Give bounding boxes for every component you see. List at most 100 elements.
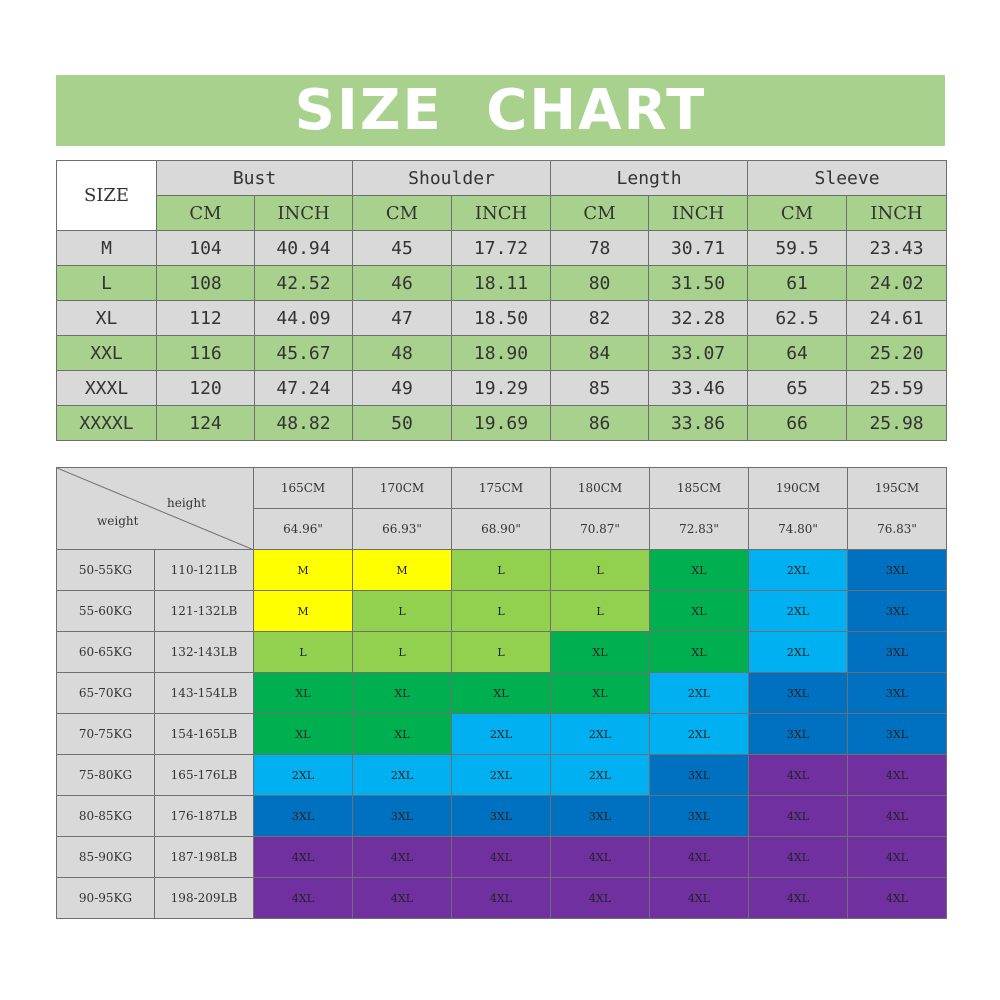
measurement-value: 25.98	[846, 405, 948, 441]
measurement-value: 33.07	[648, 335, 749, 371]
measurement-value: 18.11	[451, 265, 552, 301]
recommended-size-cell: XL	[649, 549, 749, 591]
unit-header: CM	[352, 195, 453, 231]
measurement-value: 47.24	[253, 370, 354, 406]
unit-header: CM	[550, 195, 650, 231]
recommended-size-cell: L	[451, 549, 551, 591]
length-header: Length	[550, 160, 749, 196]
recommended-size-cell: L	[550, 590, 650, 632]
weight-row: 50-55KG 110-121LB M M L L XL 2XL 3XL	[56, 549, 947, 591]
sleeve-header: Sleeve	[747, 160, 948, 196]
recommended-size-cell: 4XL	[451, 877, 551, 919]
weight-row: 85-90KG 187-198LB 4XL 4XL 4XL 4XL 4XL 4XL 4XL	[56, 836, 947, 878]
weight-row: 55-60KG 121-132LB M L L L XL 2XL 3XL	[56, 590, 947, 632]
weight-lb: 121-132LB	[154, 590, 254, 632]
height-cm-header: 180CM	[550, 467, 650, 509]
recommended-size-cell: 4XL	[352, 836, 452, 878]
unit-header: INCH	[648, 195, 749, 231]
unit-header-row: CM INCH CM INCH CM INCH CM INCH	[57, 195, 948, 231]
measurement-value: 24.02	[846, 265, 948, 301]
recommended-size-cell: XL	[649, 631, 749, 673]
height-cm-header: 190CM	[748, 467, 848, 509]
size-label: XXXXL	[56, 405, 157, 441]
measurement-table: SIZE Bust Shoulder Length Sleeve CM INCH…	[56, 160, 948, 441]
measurement-value: 40.94	[253, 230, 354, 266]
recommended-size-cell: 4XL	[253, 836, 353, 878]
unit-header: INCH	[451, 195, 552, 231]
measurement-value: 33.46	[648, 370, 749, 406]
weight-row: 90-95KG 198-209LB 4XL 4XL 4XL 4XL 4XL 4XL 4XL	[56, 877, 947, 919]
recommended-size-cell: 3XL	[550, 795, 650, 837]
weight-lb: 198-209LB	[154, 877, 254, 919]
recommended-size-cell: 3XL	[451, 795, 551, 837]
measurement-value: 82	[550, 300, 650, 336]
measurement-value: 80	[550, 265, 650, 301]
recommended-size-cell: L	[352, 590, 452, 632]
weight-axis-label: weight	[97, 514, 139, 528]
measurement-value: 32.28	[648, 300, 749, 336]
recommended-size-cell: 4XL	[649, 877, 749, 919]
weight-row: 70-75KG 154-165LB XL XL 2XL 2XL 2XL 3XL 3XL	[56, 713, 947, 755]
unit-header: CM	[156, 195, 255, 231]
recommended-size-cell: 4XL	[649, 836, 749, 878]
recommended-size-cell: 4XL	[451, 836, 551, 878]
measurement-value: 42.52	[253, 265, 354, 301]
size-label: XXL	[56, 335, 157, 371]
measurement-value: 116	[156, 335, 255, 371]
weight-kg: 50-55KG	[56, 549, 155, 591]
recommended-size-cell: 2XL	[748, 549, 848, 591]
height-cm-header: 165CM	[253, 467, 353, 509]
recommended-size-cell: 4XL	[748, 795, 848, 837]
weight-kg: 75-80KG	[56, 754, 155, 796]
height-cm-header: 195CM	[847, 467, 947, 509]
size-row: XXL 116 45.67 48 18.90 84 33.07 64 25.20	[56, 335, 948, 371]
height-in-row: 64.96" 66.93" 68.90" 70.87" 72.83" 74.80…	[57, 508, 947, 550]
recommended-size-cell: L	[451, 590, 551, 632]
measurement-value: 59.5	[747, 230, 848, 266]
recommended-size-cell: 2XL	[748, 631, 848, 673]
recommended-size-cell: M	[253, 549, 353, 591]
measurement-value: 31.50	[648, 265, 749, 301]
recommended-size-cell: 4XL	[748, 754, 848, 796]
measurement-value: 78	[550, 230, 650, 266]
measurement-value: 108	[156, 265, 255, 301]
recommended-size-cell: 2XL	[451, 754, 551, 796]
measurement-value: 33.86	[648, 405, 749, 441]
size-chart-title: SIZE CHART	[56, 75, 945, 146]
size-label: L	[56, 265, 157, 301]
recommended-size-cell: 3XL	[748, 672, 848, 714]
measurement-value: 120	[156, 370, 255, 406]
size-label: M	[56, 230, 157, 266]
recommended-size-cell: XL	[253, 672, 353, 714]
recommended-size-cell: 2XL	[550, 713, 650, 755]
weight-lb: 187-198LB	[154, 836, 254, 878]
weight-row: 65-70KG 143-154LB XL XL XL XL 2XL 3XL 3XL	[56, 672, 947, 714]
unit-header: INCH	[846, 195, 948, 231]
measurement-value: 85	[550, 370, 650, 406]
size-row: XL 112 44.09 47 18.50 82 32.28 62.5 24.61	[56, 300, 948, 336]
weight-lb: 143-154LB	[154, 672, 254, 714]
measurement-value: 49	[352, 370, 453, 406]
measurement-value: 44.09	[253, 300, 354, 336]
measurement-value: 124	[156, 405, 255, 441]
fit-guide-table: height weight 165CM 170CM 175CM 180CM 18…	[56, 467, 947, 919]
measurement-value: 24.61	[846, 300, 948, 336]
recommended-size-cell: XL	[649, 590, 749, 632]
recommended-size-cell: 4XL	[748, 836, 848, 878]
measurement-value: 84	[550, 335, 650, 371]
measurement-value: 104	[156, 230, 255, 266]
weight-lb: 110-121LB	[154, 549, 254, 591]
measurement-value: 47	[352, 300, 453, 336]
recommended-size-cell: XL	[451, 672, 551, 714]
measurement-value: 18.90	[451, 335, 552, 371]
recommended-size-cell: 4XL	[748, 877, 848, 919]
recommended-size-cell: 3XL	[847, 549, 947, 591]
weight-kg: 70-75KG	[56, 713, 155, 755]
recommended-size-cell: 4XL	[847, 836, 947, 878]
measurement-rows: M 104 40.94 45 17.72 78 30.71 59.5 23.43 L 108 42.5…	[56, 230, 948, 441]
measurement-header-row: SIZE Bust Shoulder Length Sleeve	[56, 160, 948, 231]
recommended-size-cell: L	[550, 549, 650, 591]
weight-lb: 176-187LB	[154, 795, 254, 837]
size-row: XXXL 120 47.24 49 19.29 85 33.46 65 25.59	[56, 370, 948, 406]
recommended-size-cell: 4XL	[847, 877, 947, 919]
